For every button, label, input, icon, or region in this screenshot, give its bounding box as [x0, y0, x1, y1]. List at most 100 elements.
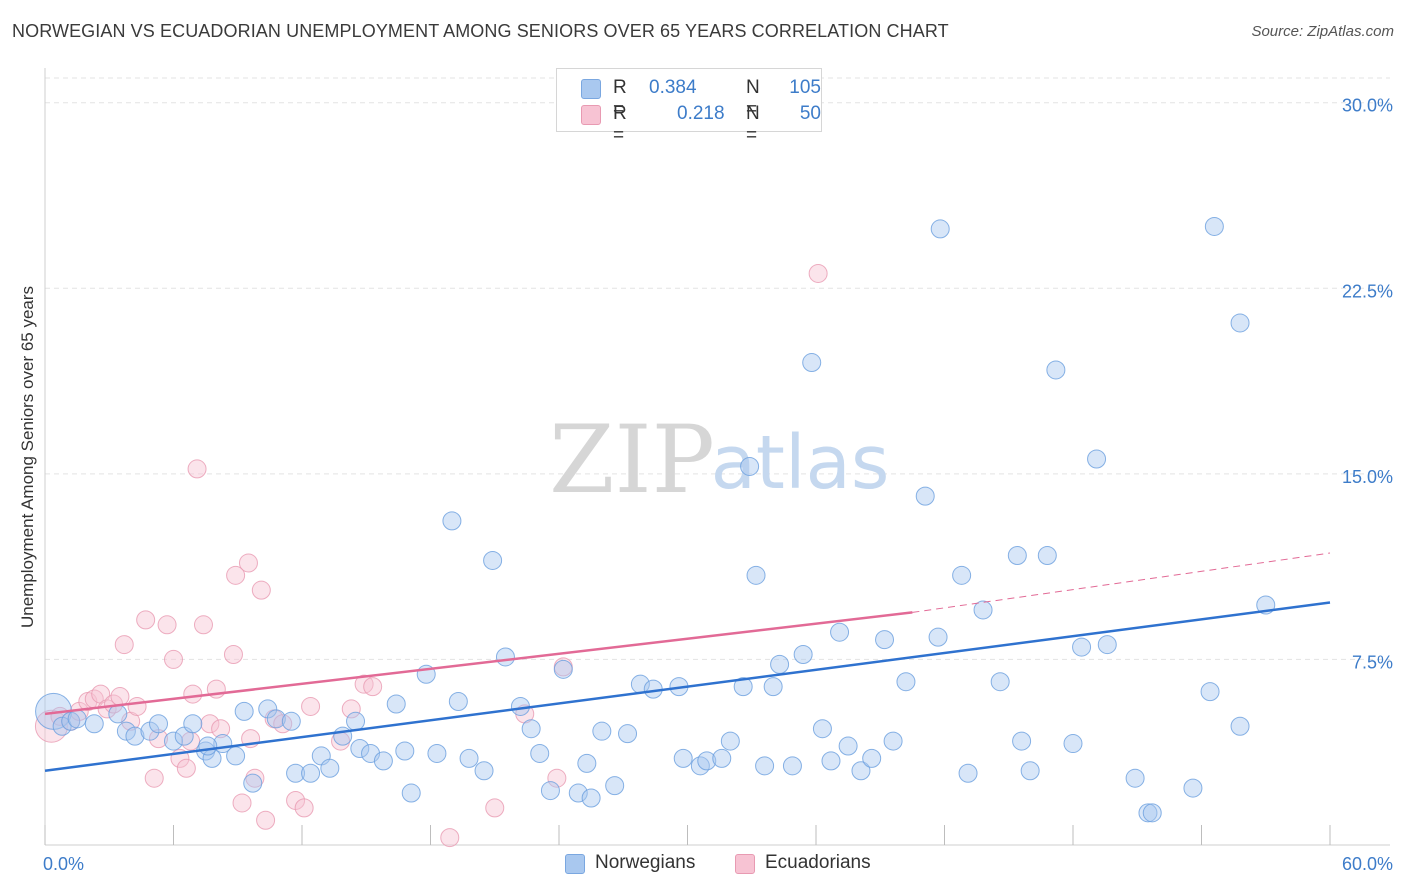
data-point-ecuadorians [256, 810, 276, 830]
data-point-norwegians [442, 511, 462, 531]
trend-line-ecuadorians [44, 611, 913, 716]
data-point-norwegians [1142, 803, 1162, 823]
x-tick-label: 60.0% [1342, 854, 1393, 874]
data-point-norwegians [553, 659, 573, 679]
data-point-norwegians [568, 783, 588, 803]
data-point-norwegians [1200, 682, 1220, 702]
data-point-norwegians [746, 565, 766, 585]
data-point-norwegians [1204, 216, 1224, 236]
data-point-norwegians [733, 677, 753, 697]
data-point-norwegians [1138, 803, 1158, 823]
data-point-norwegians [164, 731, 183, 751]
data-point-ecuadorians [223, 644, 243, 664]
data-point-norwegians [712, 748, 732, 768]
data-point-norwegians [125, 726, 145, 746]
data-point-ecuadorians [144, 768, 164, 788]
data-point-norwegians [243, 773, 263, 793]
data-point-norwegians [1230, 716, 1250, 736]
data-point-norwegians [1125, 768, 1145, 788]
data-point-norwegians [84, 714, 104, 734]
data-point-ecuadorians [341, 699, 361, 719]
data-point-norwegians [459, 748, 479, 768]
data-point-norwegians [928, 627, 948, 647]
data-point-norwegians [401, 783, 421, 803]
data-point-norwegians [875, 630, 895, 650]
data-point-norwegians [373, 751, 393, 771]
data-point-norwegians [427, 743, 447, 763]
y-tick-label: 22.5% [1342, 281, 1393, 301]
data-point-ecuadorians [110, 687, 130, 707]
data-point-norwegians [782, 756, 802, 776]
tick-labels: 7.5% 15.0% 22.5% 30.0% 0.0% 60.0% [43, 96, 1393, 874]
data-point-ecuadorians [232, 793, 252, 813]
data-point-ecuadorians [363, 677, 383, 697]
data-point-norwegians [67, 709, 87, 729]
series-ecuadorians [34, 263, 828, 848]
data-point-norwegians [281, 711, 301, 731]
data-point-ecuadorians [547, 768, 567, 788]
gridlines [45, 77, 1390, 660]
data-point-norwegians [958, 763, 978, 783]
data-point-norwegians [830, 622, 850, 642]
legend-label-ecuadorians: Ecuadorians [765, 852, 871, 873]
data-point-norwegians [346, 711, 366, 731]
data-point-norwegians [474, 761, 494, 781]
data-point-norwegians [605, 776, 625, 796]
data-point-norwegians [1072, 637, 1092, 657]
data-point-norwegians [1020, 761, 1040, 781]
data-point-norwegians [763, 677, 783, 697]
data-point-norwegians [838, 736, 858, 756]
data-point-norwegians [592, 721, 612, 741]
data-point-ecuadorians [127, 696, 147, 716]
data-point-norwegians [495, 647, 515, 667]
watermark: ZIP atlas [549, 406, 889, 515]
data-point-norwegians [540, 781, 560, 801]
data-point-norwegians [802, 353, 822, 373]
data-point-ecuadorians [97, 699, 117, 719]
data-point-ecuadorians [157, 615, 177, 635]
data-point-ecuadorians [183, 684, 203, 704]
data-point-ecuadorians [136, 610, 156, 630]
legend-r-value: 0.218 [677, 103, 725, 124]
axes [44, 68, 1390, 846]
legend-n-label: N = [746, 77, 760, 120]
data-point-ecuadorians [114, 635, 134, 655]
data-point-norwegians [521, 719, 541, 739]
x-tick-label: 0.0% [43, 854, 84, 874]
data-point-norwegians [720, 731, 740, 751]
data-point-ecuadorians [211, 719, 231, 739]
legend-swatch-ecuadorians [735, 854, 755, 874]
data-point-norwegians [320, 758, 340, 778]
data-point-norwegians [851, 761, 871, 781]
legend-n-value: 50 [799, 103, 821, 124]
data-point-norwegians [812, 719, 832, 739]
data-point-norwegians [862, 748, 882, 768]
trend-line-norwegians [44, 601, 1331, 773]
data-point-norwegians [234, 701, 254, 721]
data-point-norwegians [930, 219, 950, 239]
data-point-norwegians [448, 691, 468, 711]
data-point-norwegians [793, 644, 813, 664]
legend-label-norwegians: Norwegians [595, 852, 696, 873]
data-point-ecuadorians [294, 798, 314, 818]
data-point-norwegians [770, 654, 790, 674]
data-point-norwegians [286, 763, 306, 783]
y-tick-label: 30.0% [1342, 96, 1393, 116]
data-point-norwegians [990, 672, 1010, 692]
data-point-norwegians [1007, 546, 1027, 566]
legend-r-value: 0.384 [649, 77, 697, 98]
data-point-norwegians [350, 739, 370, 759]
data-point-norwegians [618, 724, 638, 744]
data-point-ecuadorians [187, 459, 207, 479]
data-point-norwegians [1037, 546, 1057, 566]
legend-r-label: R = [613, 77, 627, 120]
correlation-legend: R = 0.384 N = 105 R = 0.218 N = 50 [556, 68, 822, 146]
data-point-norwegians [1012, 731, 1032, 751]
data-point-ecuadorians [251, 580, 271, 600]
data-point-norwegians [1087, 449, 1107, 469]
legend-n-label: N = [746, 103, 760, 146]
data-point-ecuadorians [440, 828, 460, 848]
watermark-zip: ZIP [549, 406, 715, 515]
y-tick-label: 15.0% [1342, 467, 1393, 487]
